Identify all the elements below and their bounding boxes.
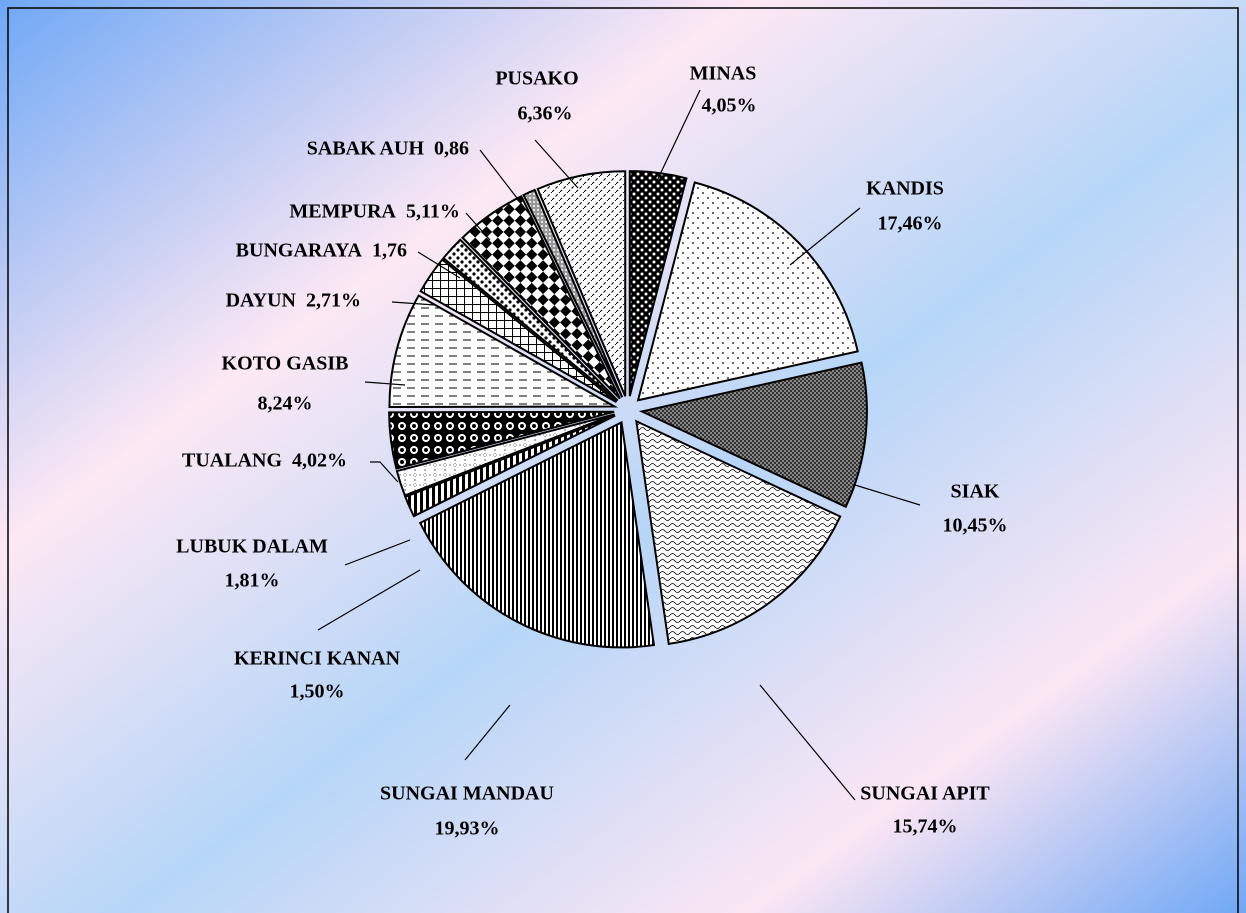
slice-label: MINAS — [690, 63, 757, 85]
pie-slice — [628, 170, 688, 397]
slice-value-label: 6,36% — [518, 103, 573, 125]
slice-value-label: 8,24% — [258, 393, 313, 415]
slice-label: SUNGAI MANDAU — [380, 783, 554, 805]
leader-line — [417, 251, 461, 279]
leader-line — [479, 149, 531, 216]
pie-slice — [418, 420, 656, 649]
leader-line — [789, 207, 861, 266]
pie-slice — [636, 181, 859, 402]
slice-label: BUNGARAYA — [236, 240, 363, 262]
leader-line — [344, 539, 411, 566]
slice-value-label: 0,86 — [434, 138, 469, 160]
pie-slice — [388, 294, 619, 409]
slice-value-label: 1,76 — [372, 240, 407, 262]
leader-line — [464, 704, 511, 761]
slice-value-label: 4,05% — [702, 95, 757, 117]
pie-slice — [461, 194, 621, 400]
slice-value-label: 15,74% — [893, 816, 958, 838]
slice-label: KOTO GASIB — [222, 353, 349, 375]
slice-value-label: 1,50% — [290, 681, 345, 703]
slice-value-label: 5,11% — [406, 201, 460, 223]
pie-slice — [536, 170, 627, 397]
pie-slice — [442, 238, 619, 402]
pie-slice — [419, 258, 618, 403]
slice-value-label: 2,71% — [306, 290, 361, 312]
leader-line — [534, 139, 579, 189]
leader-line — [391, 301, 436, 306]
slice-label: PUSAKO — [495, 68, 578, 90]
pie-slice — [404, 414, 616, 518]
pie-slice — [395, 413, 616, 497]
leader-line — [759, 684, 856, 801]
pie-slice — [522, 188, 624, 398]
leader-line — [654, 89, 701, 186]
slice-value-label: 1,81% — [225, 570, 280, 592]
slice-value-label: 10,45% — [943, 515, 1008, 537]
slice-label: SIAK — [951, 481, 1000, 503]
slice-value-label: 17,46% — [878, 213, 943, 235]
leader-line — [370, 461, 399, 483]
leader-line — [364, 381, 406, 386]
leader-line — [317, 569, 421, 631]
pie-slice — [388, 410, 615, 470]
slice-value-label: 19,93% — [435, 818, 500, 840]
slice-label: TUALANG — [182, 450, 282, 472]
slice-label: KERINCI KANAN — [234, 648, 401, 670]
slice-label: SABAK AUH — [307, 138, 425, 160]
leader-line — [465, 212, 491, 241]
frame — [7, 7, 1239, 913]
slice-label: MEMPURA — [289, 201, 396, 223]
slice-value-label: 4,02% — [292, 450, 347, 472]
slice-label: KANDIS — [866, 178, 944, 200]
slice-label: SUNGAI APIT — [860, 783, 990, 805]
slice-label: DAYUN — [226, 290, 297, 312]
pie-slice — [635, 419, 842, 646]
leader-line — [854, 484, 921, 506]
pie-slice — [638, 361, 868, 509]
slice-label: LUBUK DALAM — [176, 536, 328, 558]
